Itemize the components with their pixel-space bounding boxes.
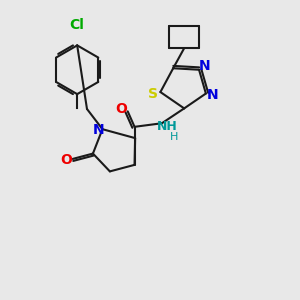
- Text: H: H: [169, 132, 178, 142]
- Text: N: N: [207, 88, 219, 102]
- Text: N: N: [93, 123, 105, 137]
- Text: NH: NH: [157, 120, 178, 133]
- Text: N: N: [198, 59, 210, 73]
- Text: S: S: [148, 86, 158, 100]
- Text: O: O: [60, 152, 72, 167]
- Text: O: O: [115, 102, 127, 116]
- Text: Cl: Cl: [70, 18, 85, 32]
